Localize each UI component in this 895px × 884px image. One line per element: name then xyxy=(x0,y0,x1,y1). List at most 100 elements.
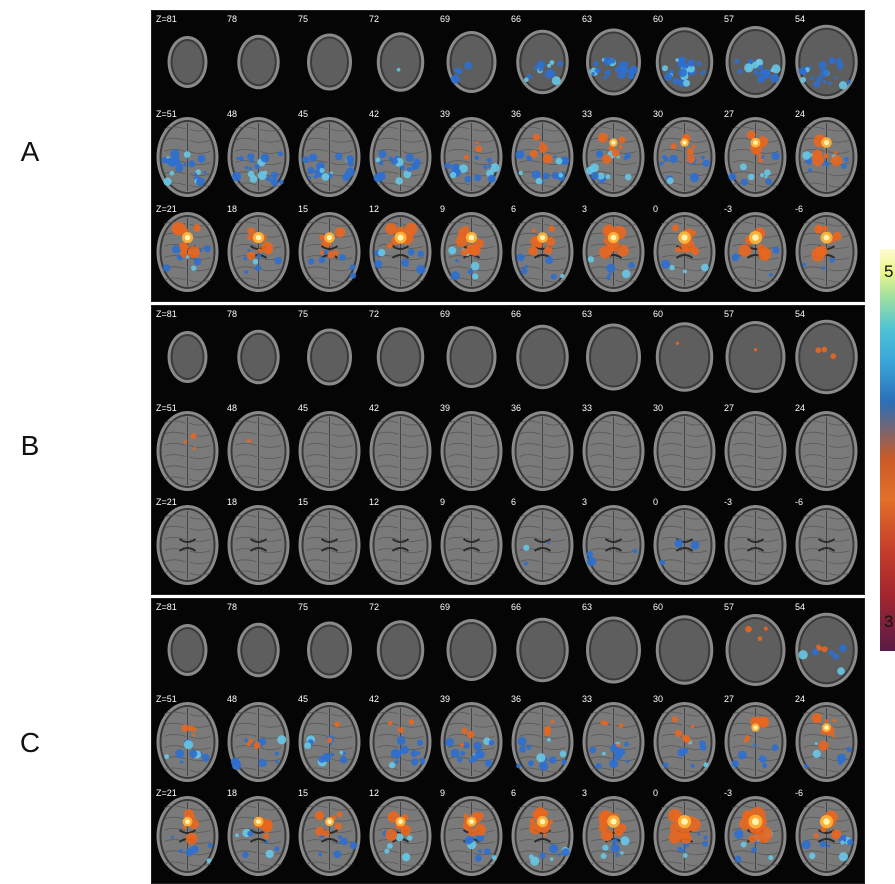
brain-slice: 48 xyxy=(223,402,294,498)
slice-z-label: 48 xyxy=(227,403,238,413)
slice-z-label: 66 xyxy=(511,309,522,319)
brain-slice: 39 xyxy=(436,693,507,789)
slice-z-label: 0 xyxy=(653,497,659,507)
slice-z-label: 54 xyxy=(795,14,806,24)
brain-slice: -3 xyxy=(720,496,791,592)
slice-z-label: 54 xyxy=(795,309,806,319)
slice-z-label: 42 xyxy=(369,403,380,413)
brain-slice: 78 xyxy=(223,601,294,697)
panel-letter-a: A xyxy=(20,136,40,167)
brain-slice: Z=81 xyxy=(152,13,223,109)
slice-z-label: 63 xyxy=(582,602,593,612)
brain-slice: 57 xyxy=(720,308,791,404)
colorbar-min-label: 3 xyxy=(884,612,894,631)
colorbar xyxy=(880,249,895,651)
slice-z-label: 3 xyxy=(582,204,588,214)
brain-slice: 9 xyxy=(436,787,507,883)
slice-row: Z=81 78 75 72 69 66 63 60 57 54 xyxy=(152,308,864,404)
brain-slice: 75 xyxy=(294,308,365,404)
brain-slice: 3 xyxy=(578,787,649,883)
slice-z-label: 12 xyxy=(369,788,380,798)
brain-slice: 0 xyxy=(649,496,720,592)
slice-row: Z=81 78 75 72 69 66 63 60 57 54 xyxy=(152,13,864,109)
slice-z-label: 39 xyxy=(440,403,451,413)
slice-z-label: 54 xyxy=(795,602,806,612)
slice-z-label: 33 xyxy=(582,109,593,119)
slice-z-label: 72 xyxy=(369,309,380,319)
brain-slice: 78 xyxy=(223,308,294,404)
brain-slice: -3 xyxy=(720,787,791,883)
brain-slice: 15 xyxy=(294,496,365,592)
slice-row: Z=21 18 15 12 9 6 3 0 -3 -6 xyxy=(152,496,864,592)
slice-z-label: Z=51 xyxy=(156,109,177,119)
slice-z-label: 45 xyxy=(298,109,309,119)
slice-z-label: Z=21 xyxy=(156,497,177,507)
slice-z-label: -3 xyxy=(724,497,733,507)
slice-z-label: 45 xyxy=(298,403,309,413)
brain-slice: 18 xyxy=(223,203,294,299)
slice-z-label: 15 xyxy=(298,788,309,798)
slice-z-label: 78 xyxy=(227,602,238,612)
brain-slice: 9 xyxy=(436,496,507,592)
slice-z-label: 24 xyxy=(795,403,806,413)
slice-row: Z=21 18 15 12 9 6 3 0 -3 -6 xyxy=(152,787,864,883)
panel-letter-c: C xyxy=(19,727,41,758)
brain-slice: 3 xyxy=(578,496,649,592)
brain-slice: 0 xyxy=(649,787,720,883)
brain-slice: 75 xyxy=(294,601,365,697)
brain-slice: 24 xyxy=(791,693,862,789)
slice-z-label: 45 xyxy=(298,694,309,704)
slice-z-label: 0 xyxy=(653,788,659,798)
brain-slice: 72 xyxy=(365,601,436,697)
brain-slice: 69 xyxy=(436,308,507,404)
brain-slice: 27 xyxy=(720,402,791,498)
slice-z-label: 57 xyxy=(724,309,735,319)
slice-z-label: 6 xyxy=(511,204,517,214)
brain-slice: 42 xyxy=(365,108,436,204)
slice-z-label: 27 xyxy=(724,109,735,119)
brain-slice: 18 xyxy=(223,787,294,883)
slice-z-label: 30 xyxy=(653,694,664,704)
slice-z-label: 63 xyxy=(582,14,593,24)
brain-slice: Z=81 xyxy=(152,601,223,697)
slice-z-label: 27 xyxy=(724,694,735,704)
brain-slice: 54 xyxy=(791,13,862,109)
brain-slice: 66 xyxy=(507,601,578,697)
brain-slice: 39 xyxy=(436,402,507,498)
slice-row: Z=51 48 45 42 39 36 33 30 27 24 xyxy=(152,693,864,789)
slice-z-label: 12 xyxy=(369,497,380,507)
brain-slice: 36 xyxy=(507,402,578,498)
slice-z-label: 72 xyxy=(369,14,380,24)
slice-z-label: 33 xyxy=(582,403,593,413)
slice-z-label: 9 xyxy=(440,788,446,798)
brain-slice: 54 xyxy=(791,308,862,404)
slice-z-label: Z=51 xyxy=(156,694,177,704)
panel-c-slices: Z=81 78 75 72 69 66 63 60 57 54 Z=51 48 45 42 39 36 33 30… xyxy=(151,598,865,884)
slice-z-label: 66 xyxy=(511,14,522,24)
slice-z-label: 15 xyxy=(298,497,309,507)
brain-slice: 3 xyxy=(578,203,649,299)
brain-slice: Z=51 xyxy=(152,402,223,498)
brain-slice: 63 xyxy=(578,308,649,404)
slice-z-label: 57 xyxy=(724,14,735,24)
slice-z-label: -6 xyxy=(795,204,804,214)
slice-z-label: 42 xyxy=(369,694,380,704)
slice-z-label: 57 xyxy=(724,602,735,612)
slice-z-label: 30 xyxy=(653,109,664,119)
brain-slice: 69 xyxy=(436,13,507,109)
brain-slice: 42 xyxy=(365,693,436,789)
slice-z-label: 33 xyxy=(582,694,593,704)
slice-z-label: 3 xyxy=(582,497,588,507)
brain-slice: 30 xyxy=(649,693,720,789)
slice-z-label: -3 xyxy=(724,788,733,798)
brain-slice: 27 xyxy=(720,693,791,789)
brain-slice: Z=21 xyxy=(152,203,223,299)
slice-z-label: 42 xyxy=(369,109,380,119)
slice-z-label: -6 xyxy=(795,788,804,798)
slice-z-label: 63 xyxy=(582,309,593,319)
slice-z-label: 3 xyxy=(582,788,588,798)
slice-z-label: Z=21 xyxy=(156,204,177,214)
brain-slice: 54 xyxy=(791,601,862,697)
brain-slice: Z=81 xyxy=(152,308,223,404)
slice-z-label: 60 xyxy=(653,14,664,24)
